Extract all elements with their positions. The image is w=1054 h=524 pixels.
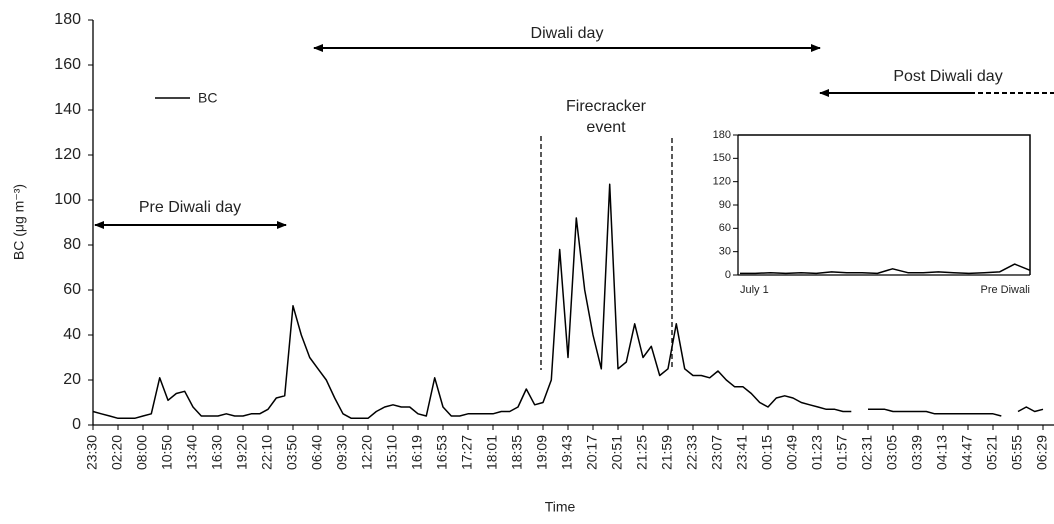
inset-background (738, 135, 1030, 275)
y-tick-label: 0 (725, 269, 731, 281)
x-tick-label: 00:49 (784, 435, 800, 470)
x-tick-label: 20:17 (584, 435, 600, 470)
x-tick-label: 01:57 (834, 435, 850, 470)
x-tick-label: 16:53 (434, 435, 450, 470)
y-tick-label: 0 (72, 416, 81, 433)
y-tick-label: 120 (713, 176, 731, 188)
x-tick-label: 00:15 (759, 435, 775, 470)
y-tick-label: 40 (63, 326, 81, 343)
annotation: Diwali day (531, 25, 604, 42)
y-tick-label: 60 (63, 281, 81, 298)
x-tick-label: 04:13 (934, 435, 950, 470)
y-axis-label: BC (μg m⁻³) (11, 184, 27, 260)
x-tick-label: July 1 (740, 284, 769, 296)
annotation: Pre Diwali day (139, 199, 241, 216)
x-tick-label: 13:40 (184, 435, 200, 470)
x-tick-label: 04:47 (959, 435, 975, 470)
x-tick-label: 01:23 (809, 435, 825, 470)
x-tick-label: 16:19 (409, 435, 425, 470)
x-tick-label: 18:35 (509, 435, 525, 470)
inset-frame (738, 134, 1031, 275)
y-tick-label: 80 (63, 236, 81, 253)
y-tick-label: 20 (63, 371, 81, 388)
x-tick-label: 10:50 (159, 435, 175, 470)
annotation: Firecracker (566, 98, 647, 115)
y-tick-label: 180 (54, 11, 81, 28)
x-tick-label: 03:05 (884, 435, 900, 470)
x-tick-label: 23:07 (709, 435, 725, 470)
x-tick-label: 21:25 (634, 435, 650, 470)
x-axis-label: Time (545, 499, 576, 515)
x-tick-label: 23:30 (84, 435, 100, 470)
annotation: Post Diwali day (893, 68, 1002, 85)
y-tick-label: 60 (719, 222, 731, 234)
x-tick-label: 23:41 (734, 435, 750, 470)
x-tick-label: 17:27 (459, 435, 475, 470)
y-tick-label: 140 (54, 101, 81, 118)
x-tick-label: Pre Diwali (980, 284, 1030, 296)
x-tick-label: 06:40 (309, 435, 325, 470)
annotation: event (586, 119, 626, 136)
x-tick-label: 02:20 (109, 435, 125, 470)
x-tick-label: 05:55 (1009, 435, 1025, 470)
data-line (740, 263, 1031, 275)
x-tick-label: 19:43 (559, 435, 575, 470)
x-tick-label: 22:10 (259, 435, 275, 470)
x-tick-label: 21:59 (659, 435, 675, 470)
x-tick-label: 22:33 (684, 435, 700, 470)
x-tick-label: 15:10 (384, 435, 400, 470)
y-tick-label: 180 (713, 129, 731, 141)
x-tick-label: 08:00 (134, 435, 150, 470)
y-tick-label: 30 (719, 246, 731, 258)
x-tick-label: 05:21 (984, 435, 1000, 470)
data-line (92, 183, 1044, 420)
x-tick-label: 02:31 (859, 435, 875, 470)
x-tick-label: 20:51 (609, 435, 625, 470)
x-tick-label: 19:09 (534, 435, 550, 470)
y-tick-label: 160 (54, 56, 81, 73)
x-tick-label: 09:30 (334, 435, 350, 470)
legend-label: BC (198, 90, 217, 106)
y-tick-label: 120 (54, 146, 81, 163)
x-tick-label: 06:29 (1034, 435, 1050, 470)
y-tick-label: 90 (719, 199, 731, 211)
y-tick-label: 150 (713, 152, 731, 164)
x-tick-label: 03:39 (909, 435, 925, 470)
x-tick-label: 03:50 (284, 435, 300, 470)
y-tick-label: 100 (54, 191, 81, 208)
x-tick-label: 12:20 (359, 435, 375, 470)
x-tick-label: 19:20 (234, 435, 250, 470)
x-tick-label: 18:01 (484, 435, 500, 470)
x-tick-label: 16:30 (209, 435, 225, 470)
